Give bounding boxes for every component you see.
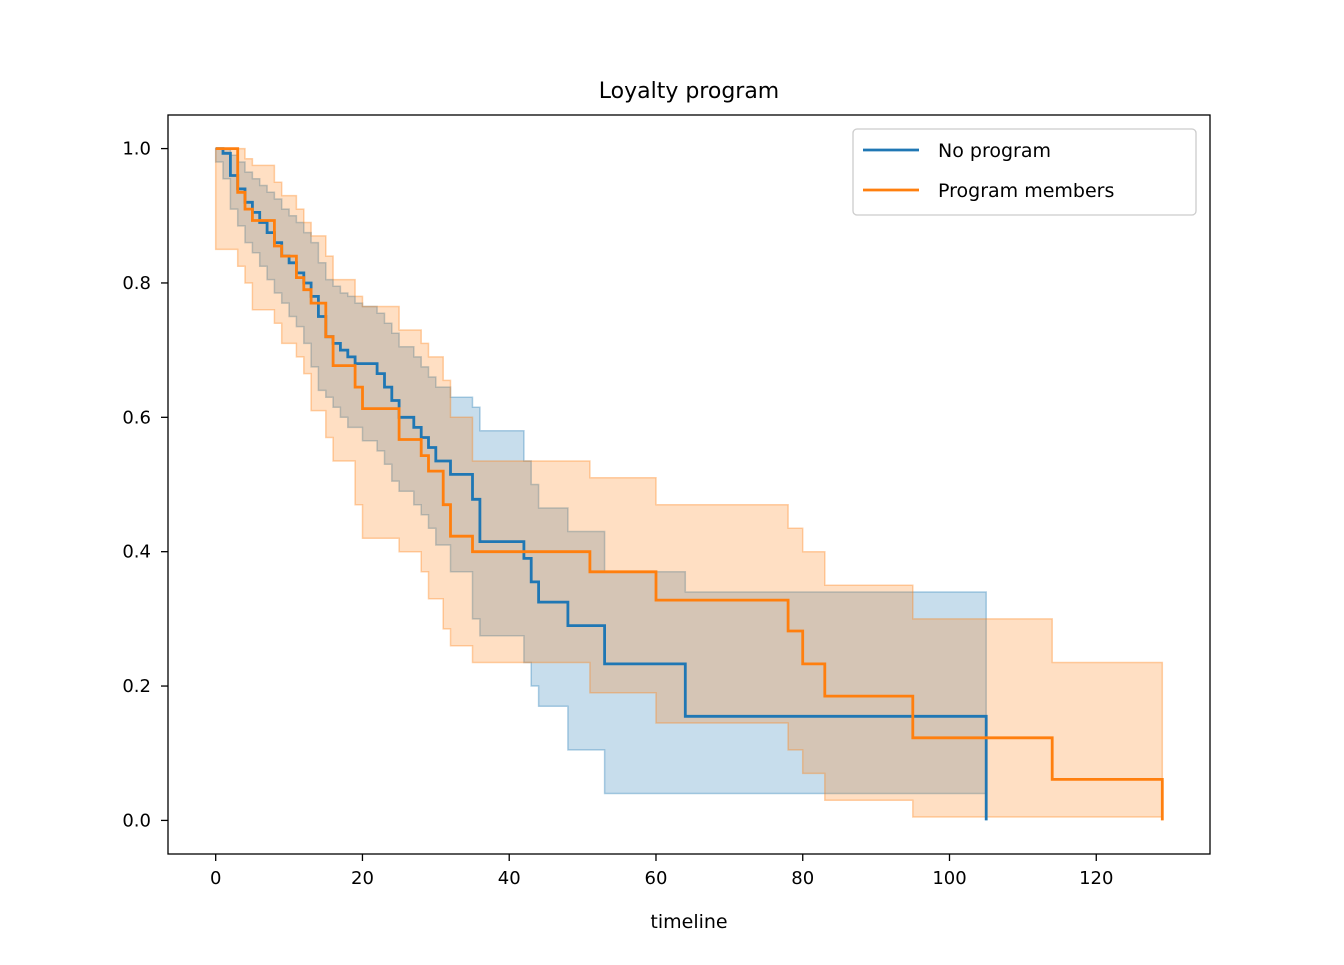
y-tick-label: 0.2 bbox=[122, 676, 151, 697]
y-tick-label: 0.6 bbox=[122, 407, 151, 428]
x-tick-label: 120 bbox=[1079, 868, 1113, 889]
x-tick-label: 20 bbox=[351, 868, 374, 889]
y-tick-label: 0.0 bbox=[122, 810, 151, 831]
y-tick-label: 0.4 bbox=[122, 542, 151, 563]
x-tick-label: 40 bbox=[498, 868, 521, 889]
x-tick-label: 0 bbox=[210, 868, 221, 889]
legend-label-no-program: No program bbox=[938, 140, 1051, 162]
x-axis-label: timeline bbox=[650, 911, 727, 933]
y-tick-label: 0.8 bbox=[122, 273, 151, 294]
chart-title: Loyalty program bbox=[599, 79, 780, 104]
y-tick-label: 1.0 bbox=[122, 139, 151, 160]
x-tick-label: 100 bbox=[932, 868, 966, 889]
legend: No program Program members bbox=[853, 129, 1196, 215]
legend-label-program-members: Program members bbox=[938, 180, 1114, 202]
x-tick-label: 60 bbox=[645, 868, 668, 889]
x-tick-label: 80 bbox=[791, 868, 814, 889]
